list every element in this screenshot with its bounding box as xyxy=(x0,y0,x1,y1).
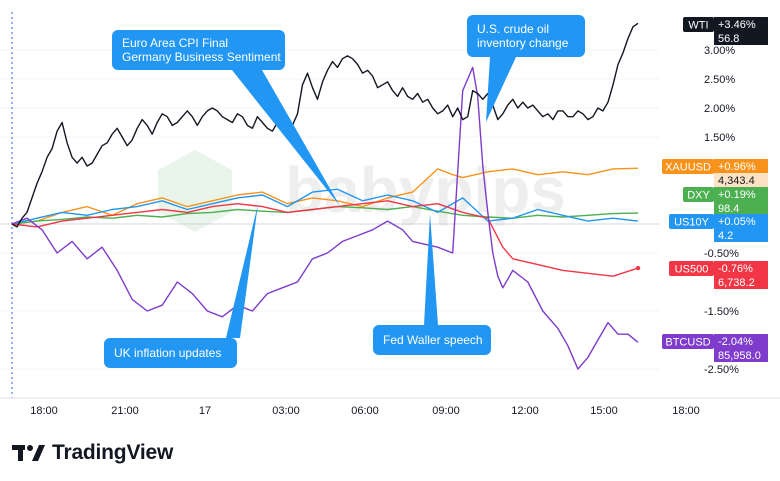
x-tick-label: 09:00 xyxy=(432,405,460,417)
series-change-box xyxy=(714,261,768,275)
annotation-box xyxy=(112,30,285,70)
series-change-box xyxy=(714,334,768,348)
tradingview-brand: TradingView xyxy=(12,440,173,466)
series-labels: WTI +3.46% 56.8 XAUUSD +0.96% 4,343.4 DXY +0.19… xyxy=(662,17,768,362)
series-price: 4.2 xyxy=(718,230,733,242)
series-price-box xyxy=(714,173,768,187)
series-price-box xyxy=(714,348,768,362)
series-name: US10Y xyxy=(674,217,710,229)
y-tick-label: 2.50% xyxy=(704,74,735,86)
tradingview-logo-icon xyxy=(12,445,45,461)
annotation-pointer xyxy=(226,204,258,338)
annotation-pointer xyxy=(232,70,340,206)
us500-last-point xyxy=(635,265,641,271)
series-line-us10y xyxy=(11,188,639,225)
y-tick-label: 3.00% xyxy=(704,45,735,57)
y-tick-label: 1.50% xyxy=(704,132,735,144)
y-tick-label: 2.00% xyxy=(704,103,735,115)
brand-name: TradingView xyxy=(52,441,174,464)
x-axis: 18:00 21:00 17 03:00 06:00 09:00 12:00 15:00 18:… xyxy=(30,405,700,417)
series-label-us10y: US10Y +0.05% 4.2 xyxy=(669,214,768,242)
annotation-box xyxy=(104,338,237,368)
series-name-tag xyxy=(669,261,714,276)
series-change-box xyxy=(714,17,768,31)
series-line-xauusd xyxy=(11,167,639,225)
series-price: 4,343.4 xyxy=(718,175,755,187)
series-price: 85,958.0 xyxy=(718,350,761,362)
annotation-box xyxy=(373,325,491,355)
series-change: +0.19% xyxy=(718,189,756,201)
series-name: DXY xyxy=(687,190,710,202)
annotation-text: inventory change xyxy=(477,36,569,50)
x-tick-label: 15:00 xyxy=(590,405,618,417)
series-price-box xyxy=(714,31,768,45)
series-line-btcusd xyxy=(11,66,639,370)
series-change-box xyxy=(714,187,768,201)
series-price: 98.4 xyxy=(718,203,739,215)
y-axis: 3.00% 2.50% 2.00% 1.50% -0.50% -1.50% -2.50% xyxy=(704,45,739,376)
annotation-text: Fed Waller speech xyxy=(383,333,483,347)
series-label-wti: WTI +3.46% 56.8 xyxy=(683,17,768,45)
x-tick-label: 18:00 xyxy=(30,405,58,417)
watermark-hexagon-icon xyxy=(158,150,232,232)
annotation-pointer xyxy=(486,57,516,122)
series-lines xyxy=(11,22,641,370)
series-label-btcusd: BTCUSD -2.04% 85,958.0 xyxy=(662,334,768,362)
series-change: -2.04% xyxy=(718,336,753,348)
y-tick-label: -1.50% xyxy=(704,306,739,318)
series-label-dxy: DXY +0.19% 98.4 xyxy=(683,187,768,215)
series-name-tag xyxy=(662,334,714,349)
series-price: 6,738.2 xyxy=(718,277,755,289)
x-tick-label: 18:00 xyxy=(672,405,700,417)
series-change: -0.76% xyxy=(718,263,753,275)
series-price: 56.8 xyxy=(718,33,739,45)
series-change-box xyxy=(714,159,768,173)
series-change-box xyxy=(714,214,768,228)
series-label-xauusd: XAUUSD +0.96% 4,343.4 xyxy=(662,159,768,187)
series-name: WTI xyxy=(688,20,708,32)
series-name-tag xyxy=(683,17,714,32)
series-price-box xyxy=(714,201,768,215)
annotation-box xyxy=(467,15,585,57)
series-name: XAUUSD xyxy=(665,162,711,174)
y-tick-label: -0.50% xyxy=(704,248,739,260)
series-name-tag xyxy=(669,214,714,229)
series-label-us500: US500 -0.76% 6,738.2 xyxy=(669,261,768,289)
y-tick-label: -2.50% xyxy=(704,364,739,376)
series-name: BTCUSD xyxy=(665,337,710,349)
x-tick-label: 06:00 xyxy=(351,405,379,417)
annotation-text: UK inflation updates xyxy=(114,346,221,360)
annotation-text: U.S. crude oil xyxy=(477,22,549,36)
annotation-text: Germany Business Sentiment xyxy=(122,50,281,64)
x-tick-label: 17 xyxy=(199,405,211,417)
series-price-box xyxy=(714,275,768,289)
series-name-tag xyxy=(662,159,714,174)
annotation-pointer xyxy=(424,214,438,325)
series-name-tag xyxy=(683,187,714,202)
series-change: +3.46% xyxy=(718,19,756,31)
series-line-us500 xyxy=(11,200,639,277)
annotation-text: Euro Area CPI Final xyxy=(122,36,228,50)
x-tick-label: 03:00 xyxy=(272,405,300,417)
series-price-box xyxy=(714,228,768,242)
x-tick-label: 21:00 xyxy=(111,405,139,417)
series-change: +0.96% xyxy=(718,161,756,173)
x-tick-label: 12:00 xyxy=(511,405,539,417)
series-line-wti xyxy=(11,22,639,228)
series-name: US500 xyxy=(675,264,709,276)
series-change: +0.05% xyxy=(718,216,756,228)
